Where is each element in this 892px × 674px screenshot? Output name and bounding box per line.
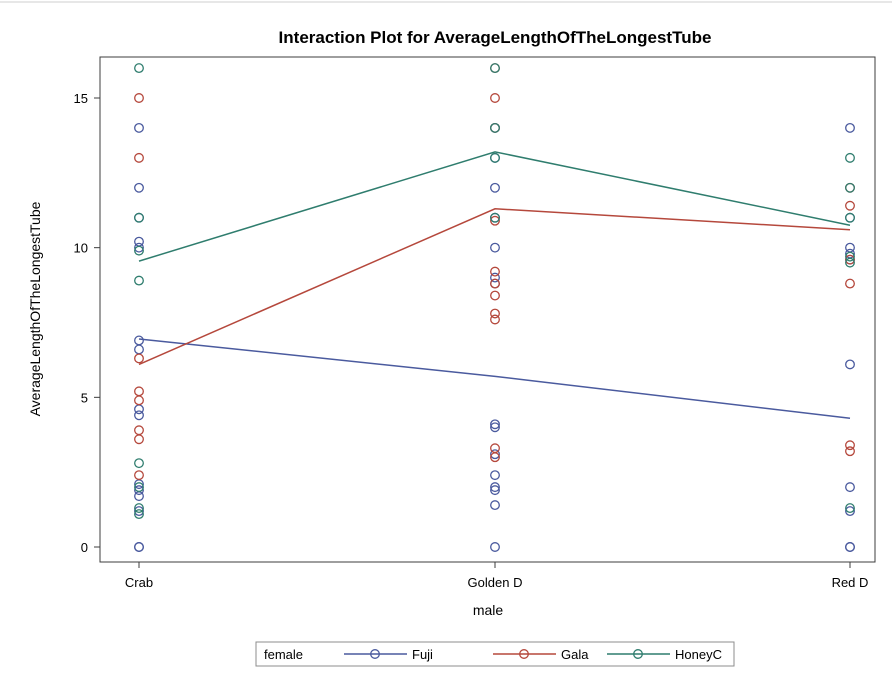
data-point bbox=[134, 236, 144, 247]
data-point bbox=[845, 359, 855, 370]
legend-label: Fuji bbox=[412, 647, 433, 662]
data-point bbox=[490, 419, 500, 430]
data-point bbox=[490, 182, 500, 193]
data-point bbox=[134, 542, 144, 552]
legend-label: HoneyC bbox=[675, 647, 722, 662]
data-point bbox=[490, 500, 500, 511]
data-point bbox=[490, 242, 500, 253]
data-point bbox=[490, 485, 500, 496]
mean-line-gala bbox=[138, 207, 851, 366]
data-point bbox=[134, 63, 144, 74]
legend-marker bbox=[633, 649, 643, 659]
data-point bbox=[490, 482, 500, 493]
data-point bbox=[490, 470, 500, 481]
mean-line-fuji bbox=[138, 338, 851, 420]
data-point bbox=[845, 182, 855, 193]
data-point bbox=[490, 212, 500, 223]
data-point bbox=[845, 278, 855, 289]
data-point bbox=[845, 122, 855, 133]
data-point bbox=[134, 458, 144, 469]
data-point bbox=[490, 215, 500, 226]
mean-line-honeyc bbox=[138, 151, 851, 262]
data-point bbox=[134, 275, 144, 286]
data-point bbox=[134, 182, 144, 193]
data-point bbox=[134, 425, 144, 436]
series-honeyc bbox=[134, 63, 855, 520]
x-axis-label: male bbox=[473, 602, 504, 618]
legend-entries: Fuji Gala HoneyC bbox=[344, 647, 722, 662]
data-point bbox=[490, 272, 500, 283]
data-point bbox=[845, 251, 855, 262]
data-point bbox=[845, 440, 855, 451]
data-point bbox=[490, 266, 500, 277]
data-point bbox=[134, 410, 144, 421]
data-point bbox=[845, 446, 855, 457]
data-point bbox=[490, 290, 500, 301]
data-point bbox=[845, 200, 855, 211]
data-point bbox=[134, 485, 144, 496]
data-point bbox=[845, 152, 855, 163]
data-point bbox=[134, 509, 144, 520]
data-point bbox=[845, 257, 855, 268]
data-point bbox=[134, 245, 144, 256]
data-point bbox=[490, 122, 500, 133]
series-fuji bbox=[134, 122, 855, 552]
x-tick-label: Golden D bbox=[468, 575, 523, 590]
data-point bbox=[134, 470, 144, 481]
y-axis-label: AverageLengthOfTheLongestTube bbox=[27, 201, 43, 416]
data-point bbox=[490, 314, 500, 325]
y-tick-label: 15 bbox=[74, 91, 88, 106]
data-point bbox=[134, 482, 144, 493]
legend-label: Gala bbox=[561, 647, 589, 662]
series-layer bbox=[134, 63, 855, 552]
data-point bbox=[134, 122, 144, 133]
data-point bbox=[845, 212, 855, 223]
chart-title: Interaction Plot for AverageLengthOfTheL… bbox=[279, 28, 712, 47]
plot-area bbox=[99, 56, 876, 563]
data-point bbox=[134, 404, 144, 415]
data-point bbox=[134, 395, 144, 406]
data-point bbox=[490, 422, 500, 433]
data-point bbox=[845, 542, 855, 552]
data-point bbox=[134, 93, 144, 103]
data-point bbox=[490, 63, 500, 74]
data-point bbox=[845, 482, 855, 493]
y-axis: 0 5 10 15 bbox=[74, 91, 100, 555]
data-point bbox=[490, 443, 500, 454]
data-point bbox=[490, 93, 500, 103]
y-tick-label: 10 bbox=[74, 241, 88, 256]
data-point bbox=[134, 152, 144, 163]
data-point bbox=[134, 212, 144, 223]
legend-title: female bbox=[264, 647, 303, 662]
x-tick-label: Crab bbox=[125, 575, 153, 590]
data-point bbox=[490, 542, 500, 552]
data-point bbox=[490, 152, 500, 163]
data-point bbox=[490, 278, 500, 289]
data-point bbox=[845, 506, 855, 517]
data-point bbox=[490, 308, 500, 319]
data-point bbox=[134, 434, 144, 445]
data-point bbox=[134, 503, 144, 514]
data-point bbox=[845, 242, 855, 253]
legend-marker bbox=[519, 649, 529, 659]
y-tick-label: 5 bbox=[81, 390, 88, 405]
data-point bbox=[134, 353, 144, 364]
x-tick-label: Red D bbox=[832, 575, 869, 590]
data-point bbox=[845, 254, 855, 265]
data-point bbox=[134, 386, 144, 397]
data-point bbox=[490, 449, 500, 460]
data-point bbox=[134, 335, 144, 346]
legend: female Fuji Gala HoneyC bbox=[255, 641, 735, 667]
data-point bbox=[134, 344, 144, 355]
data-point bbox=[134, 242, 144, 253]
legend-marker bbox=[370, 649, 380, 659]
x-axis: Crab Golden D Red D bbox=[125, 562, 869, 590]
data-point bbox=[845, 503, 855, 514]
y-tick-label: 0 bbox=[81, 540, 88, 555]
series-gala bbox=[134, 63, 855, 481]
data-point bbox=[134, 506, 144, 517]
